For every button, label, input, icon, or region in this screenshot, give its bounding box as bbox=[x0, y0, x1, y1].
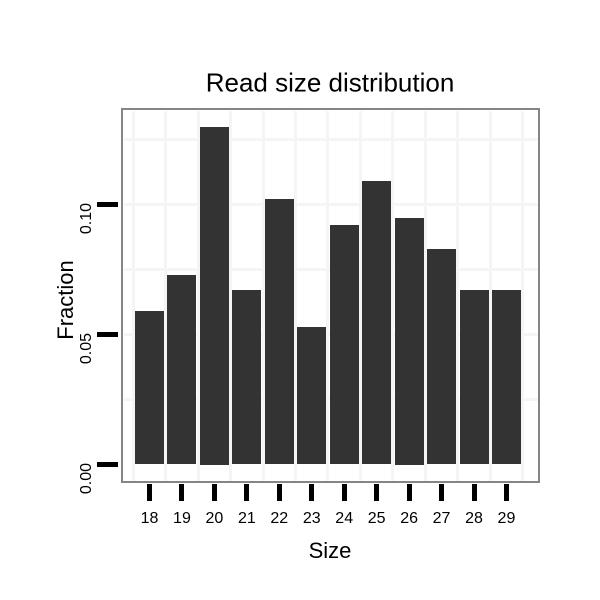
bar-size-24 bbox=[329, 225, 359, 465]
bar-size-22 bbox=[264, 199, 294, 465]
bar-size-20 bbox=[199, 126, 229, 465]
x-tick bbox=[503, 484, 509, 501]
y-tick-label: 0.05 bbox=[78, 332, 95, 364]
y-tick-label: 0.10 bbox=[78, 202, 95, 234]
y-axis-title: Fraction bbox=[53, 260, 78, 340]
bar-size-23 bbox=[297, 326, 327, 465]
x-minor-gridline bbox=[488, 110, 492, 481]
x-tick bbox=[147, 484, 152, 501]
x-tick bbox=[374, 484, 380, 501]
x-minor-gridline bbox=[391, 110, 395, 481]
x-minor-gridline bbox=[131, 110, 135, 481]
x-minor-gridline bbox=[521, 110, 525, 481]
y-tick-label: 0.00 bbox=[78, 462, 95, 494]
x-tick-label: 26 bbox=[400, 510, 418, 527]
bar-size-28 bbox=[459, 290, 489, 465]
x-tick bbox=[406, 484, 412, 501]
x-minor-gridline bbox=[261, 110, 265, 481]
x-tick-label: 23 bbox=[302, 510, 321, 527]
x-tick bbox=[179, 484, 185, 501]
x-tick bbox=[341, 484, 347, 501]
x-tick-label: 21 bbox=[237, 510, 256, 527]
y-tick bbox=[97, 462, 118, 467]
x-tick-label: 22 bbox=[270, 510, 289, 527]
y-gridline bbox=[123, 138, 538, 141]
x-tick-label: 25 bbox=[367, 510, 386, 527]
x-minor-gridline bbox=[229, 110, 233, 481]
x-minor-gridline bbox=[456, 110, 460, 481]
x-minor-gridline bbox=[196, 110, 200, 481]
bar-size-26 bbox=[394, 217, 424, 465]
bar-size-21 bbox=[232, 290, 262, 465]
y-tick bbox=[97, 202, 118, 207]
x-minor-gridline bbox=[326, 110, 330, 481]
x-minor-gridline bbox=[294, 110, 298, 481]
chart-title: Read size distribution bbox=[205, 67, 455, 98]
x-tick bbox=[244, 484, 250, 501]
x-tick-label: 18 bbox=[140, 510, 159, 527]
x-tick-label: 28 bbox=[465, 510, 483, 527]
x-tick bbox=[439, 484, 445, 501]
x-minor-gridline bbox=[164, 110, 168, 481]
x-axis-title: Size bbox=[308, 538, 352, 563]
x-tick-label: 29 bbox=[497, 510, 516, 527]
x-tick-label: 27 bbox=[432, 510, 451, 527]
x-minor-gridline bbox=[423, 110, 427, 481]
bar-size-19 bbox=[167, 274, 197, 465]
bar-size-27 bbox=[427, 248, 457, 465]
y-gridline bbox=[123, 203, 538, 206]
y-tick bbox=[97, 332, 118, 337]
bar-size-18 bbox=[135, 311, 164, 465]
bar-size-29 bbox=[491, 290, 521, 465]
x-tick-label: 19 bbox=[173, 510, 191, 527]
x-tick-label: 24 bbox=[335, 510, 354, 527]
x-tick bbox=[276, 484, 282, 501]
x-tick-label: 20 bbox=[205, 510, 224, 527]
x-tick bbox=[309, 484, 315, 501]
x-minor-gridline bbox=[358, 110, 362, 481]
x-tick bbox=[211, 484, 217, 501]
x-tick bbox=[471, 484, 477, 501]
bar-size-25 bbox=[362, 181, 392, 465]
